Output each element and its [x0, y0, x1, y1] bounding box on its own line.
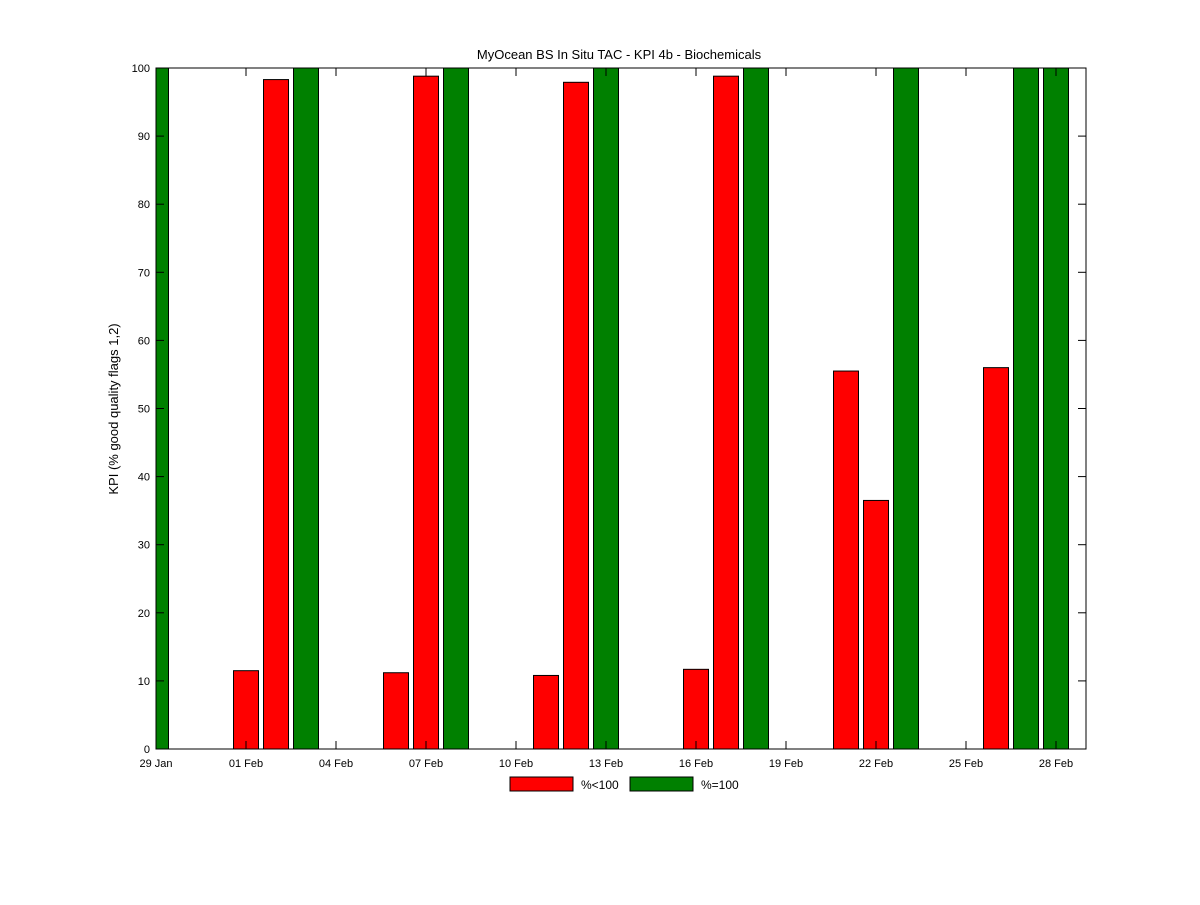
y-tick-label-70: 70 [138, 267, 150, 279]
bar-red-8 [563, 81, 589, 749]
x-tick-label-18: 16 Feb [679, 758, 713, 770]
y-tick-label-30: 30 [138, 540, 150, 552]
chart-title: MyOcean BS In Situ TAC - KPI 4b - Bioche… [477, 47, 762, 62]
x-tick-label-6: 04 Feb [319, 758, 353, 770]
bar-green-12 [743, 68, 769, 749]
legend-swatch-green [629, 776, 694, 792]
bar-red-7 [533, 674, 559, 749]
x-tick-label-0: 29 Jan [139, 758, 172, 770]
legend-label-green: %=100 [701, 778, 739, 792]
axes-layer: 0 10 20 30 40 50 60 70 80 90 100 29 Jan 01 Feb 04 Feb… [132, 63, 1087, 770]
bar-green-3 [293, 68, 319, 749]
bar-red-10 [683, 668, 709, 749]
bar-green-6 [443, 68, 469, 749]
x-tick-label-30: 28 Feb [1039, 758, 1073, 770]
bar-red-14 [863, 499, 889, 749]
bar-red-1 [233, 670, 259, 749]
x-tick-label-9: 07 Feb [409, 758, 443, 770]
y-tick-label-100: 100 [132, 63, 150, 75]
bar-green-9 [593, 68, 619, 749]
y-tick-label-0: 0 [144, 744, 150, 756]
x-tick-label-15: 13 Feb [589, 758, 623, 770]
y-tick-label-10: 10 [138, 676, 150, 688]
y-tick-label-80: 80 [138, 199, 150, 211]
x-tick-label-3: 01 Feb [229, 758, 263, 770]
y-axis-label: KPI (% good quality flags 1,2) [106, 323, 121, 494]
y-tick-label-20: 20 [138, 608, 150, 620]
y-tick-label-60: 60 [138, 335, 150, 347]
legend-label-red: %<100 [581, 778, 619, 792]
y-tick-label-50: 50 [138, 404, 150, 416]
bar-green-15 [893, 68, 919, 749]
legend-swatch-red [509, 776, 574, 792]
bar-red-2 [263, 79, 289, 749]
bar-red-4 [383, 672, 409, 749]
x-tick-label-12: 10 Feb [499, 758, 533, 770]
bar-green-18 [1043, 68, 1069, 749]
bar-red-13 [833, 370, 859, 749]
bars-layer [156, 68, 1069, 749]
bar-red-16 [983, 367, 1009, 749]
legend: %<100 %=100 [509, 776, 739, 792]
x-tick-label-27: 25 Feb [949, 758, 983, 770]
y-tick-label-40: 40 [138, 472, 150, 484]
x-tick-label-24: 22 Feb [859, 758, 893, 770]
y-tick-label-90: 90 [138, 131, 150, 143]
bar-green-17 [1013, 68, 1039, 749]
bar-red-11 [713, 75, 739, 749]
x-tick-label-21: 19 Feb [769, 758, 803, 770]
bar-red-5 [413, 75, 439, 749]
